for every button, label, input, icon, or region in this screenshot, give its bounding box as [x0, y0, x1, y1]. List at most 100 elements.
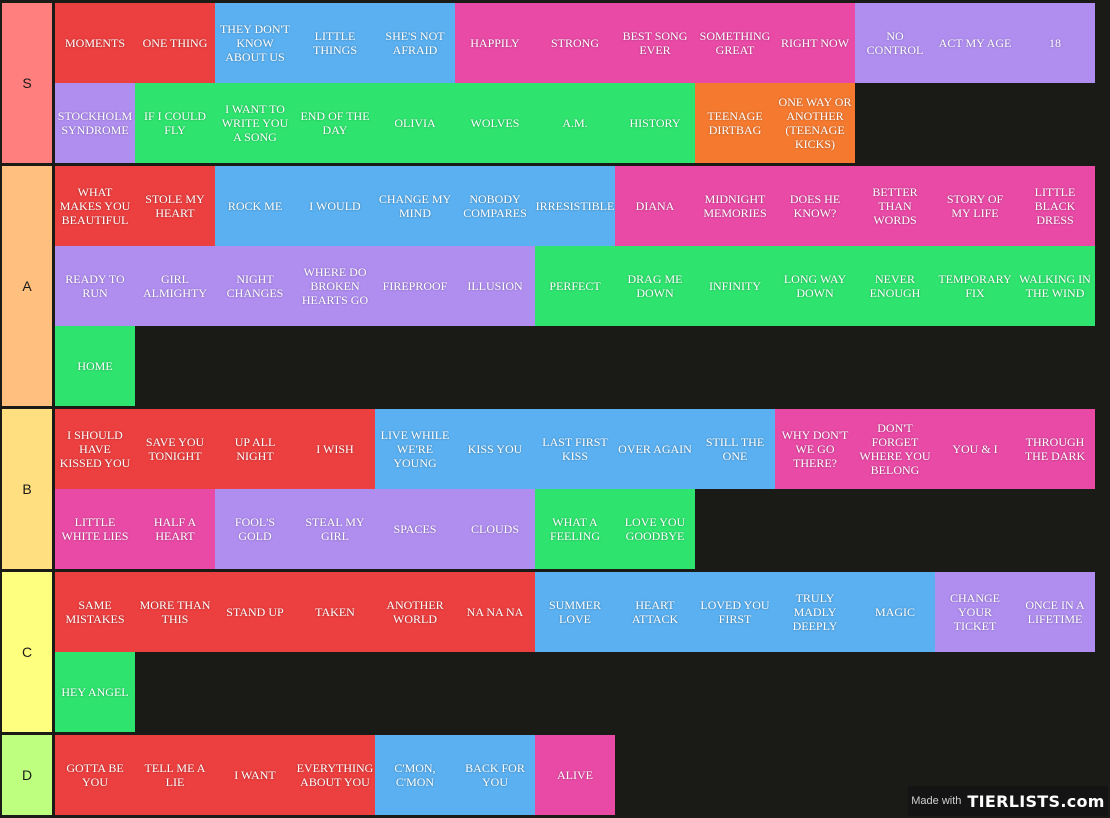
tier-item-card[interactable]: TEMPORARY FIX [935, 246, 1015, 326]
tier-label-d[interactable]: D [2, 735, 52, 815]
tier-item-card[interactable]: LITTLE THINGS [295, 3, 375, 83]
tier-item-card[interactable]: NOBODY COMPARES [455, 166, 535, 246]
tier-item-card[interactable]: INFINITY [695, 246, 775, 326]
tier-item-card[interactable]: SAVE YOU TONIGHT [135, 409, 215, 489]
tier-item-card[interactable]: FIREPROOF [375, 246, 455, 326]
tier-label-b[interactable]: B [2, 409, 52, 569]
tier-item-card[interactable]: ANOTHER WORLD [375, 572, 455, 652]
tier-item-card[interactable]: STAND UP [215, 572, 295, 652]
tier-item-card[interactable]: SOMETHING GREAT [695, 3, 775, 83]
tier-item-card[interactable]: I WISH [295, 409, 375, 489]
tier-item-card[interactable]: HISTORY [615, 83, 695, 163]
tier-item-card[interactable]: EVERYTHING ABOUT YOU [295, 735, 375, 815]
tier-item-card[interactable]: CHANGE YOUR TICKET [935, 572, 1015, 652]
tier-item-card[interactable]: WHAT A FEELING [535, 489, 615, 569]
tier-item-card[interactable]: LAST FIRST KISS [535, 409, 615, 489]
tier-item-card[interactable]: I WOULD [295, 166, 375, 246]
tier-item-card[interactable]: 18 [1015, 3, 1095, 83]
tier-item-card[interactable]: IRRESISTIBLE [535, 166, 615, 246]
tier-item-card[interactable]: HALF A HEART [135, 489, 215, 569]
tier-item-card[interactable]: TEENAGE DIRTBAG [695, 83, 775, 163]
tier-item-card[interactable]: GOTTA BE YOU [55, 735, 135, 815]
tier-item-card[interactable]: MIDNIGHT MEMORIES [695, 166, 775, 246]
tier-item-card[interactable]: STRONG [535, 3, 615, 83]
tier-item-card[interactable]: TRULY MADLY DEEPLY [775, 572, 855, 652]
tier-item-card[interactable]: MOMENTS [55, 3, 135, 83]
tier-item-card[interactable]: OVER AGAIN [615, 409, 695, 489]
tier-label-c[interactable]: C [2, 572, 52, 732]
tier-item-card[interactable]: HEY ANGEL [55, 652, 135, 732]
tier-item-card[interactable]: LOVED YOU FIRST [695, 572, 775, 652]
tier-item-card[interactable]: WALKING IN THE WIND [1015, 246, 1095, 326]
tier-items-a[interactable]: WHAT MAKES YOU BEAUTIFUL STOLE MY HEART RO… [55, 166, 1095, 406]
tier-items-c[interactable]: SAME MISTAKES MORE THAN THIS STAND UP TAKEN… [55, 572, 1095, 732]
tier-item-card[interactable]: RIGHT NOW [775, 3, 855, 83]
tier-item-card[interactable]: ILLUSION [455, 246, 535, 326]
tier-item-card[interactable]: YOU & I [935, 409, 1015, 489]
tier-item-card[interactable]: FOOL'S GOLD [215, 489, 295, 569]
tier-items-b[interactable]: I SHOULD HAVE KISSED YOU SAVE YOU TONIGHT… [55, 409, 1095, 569]
tier-item-card[interactable]: MAGIC [855, 572, 935, 652]
tier-item-card[interactable]: DIANA [615, 166, 695, 246]
tier-item-card[interactable]: PERFECT [535, 246, 615, 326]
tier-item-card[interactable]: THROUGH THE DARK [1015, 409, 1095, 489]
tier-item-card[interactable]: READY TO RUN [55, 246, 135, 326]
tier-item-card[interactable]: GIRL ALMIGHTY [135, 246, 215, 326]
tier-item-card[interactable]: UP ALL NIGHT [215, 409, 295, 489]
tier-item-card[interactable]: STOLE MY HEART [135, 166, 215, 246]
tierlists-watermark[interactable]: Made with TIERLISTS.com [908, 786, 1108, 816]
tier-item-card[interactable]: BACK FOR YOU [455, 735, 535, 815]
tier-item-card[interactable]: SAME MISTAKES [55, 572, 135, 652]
tier-item-card[interactable]: SPACES [375, 489, 455, 569]
tier-item-card[interactable]: ONE THING [135, 3, 215, 83]
tier-item-card[interactable]: KISS YOU [455, 409, 535, 489]
tier-item-card[interactable]: LIVE WHILE WE'RE YOUNG [375, 409, 455, 489]
tier-item-card[interactable]: C'MON, C'MON [375, 735, 455, 815]
tier-item-card[interactable]: HEART ATTACK [615, 572, 695, 652]
tier-item-card[interactable]: ACT MY AGE [935, 3, 1015, 83]
tier-item-card[interactable]: LITTLE WHITE LIES [55, 489, 135, 569]
tier-item-card[interactable]: A.M. [535, 83, 615, 163]
tier-item-card[interactable]: STORY OF MY LIFE [935, 166, 1015, 246]
tier-item-card[interactable]: ONCE IN A LIFETIME [1015, 572, 1095, 652]
tier-item-card[interactable]: CHANGE MY MIND [375, 166, 455, 246]
tier-item-card[interactable]: WHERE DO BROKEN HEARTS GO [295, 246, 375, 326]
tier-item-card[interactable]: SHE'S NOT AFRAID [375, 3, 455, 83]
tier-item-card[interactable]: HOME [55, 326, 135, 406]
tier-item-card[interactable]: LOVE YOU GOODBYE [615, 489, 695, 569]
tier-item-card[interactable]: NO CONTROL [855, 3, 935, 83]
tier-items-s[interactable]: MOMENTS ONE THING THEY DON'T KNOW ABOUT US… [55, 3, 1095, 163]
tier-item-card[interactable]: OLIVIA [375, 83, 455, 163]
tier-item-card[interactable]: HAPPILY [455, 3, 535, 83]
tier-label-s[interactable]: S [2, 3, 52, 163]
tier-item-card[interactable]: BETTER THAN WORDS [855, 166, 935, 246]
tier-item-card[interactable]: LITTLE BLACK DRESS [1015, 166, 1095, 246]
tier-item-card[interactable]: DOES HE KNOW? [775, 166, 855, 246]
tier-label-a[interactable]: A [2, 166, 52, 406]
tier-item-card[interactable]: I SHOULD HAVE KISSED YOU [55, 409, 135, 489]
tier-item-card[interactable]: DON'T FORGET WHERE YOU BELONG [855, 409, 935, 489]
tier-item-card[interactable]: NEVER ENOUGH [855, 246, 935, 326]
tier-item-card[interactable]: LONG WAY DOWN [775, 246, 855, 326]
tier-item-card[interactable]: ALIVE [535, 735, 615, 815]
tier-items-d[interactable]: GOTTA BE YOU TELL ME A LIE I WANT EVERYTHIN… [55, 735, 1095, 815]
tier-item-card[interactable]: STILL THE ONE [695, 409, 775, 489]
tier-item-card[interactable]: IF I COULD FLY [135, 83, 215, 163]
tier-item-card[interactable]: STOCKHOLM SYNDROME [55, 83, 135, 163]
tier-item-card[interactable]: ONE WAY OR ANOTHER (TEENAGE KICKS) [775, 83, 855, 163]
tier-item-card[interactable]: DRAG ME DOWN [615, 246, 695, 326]
tier-item-card[interactable]: TELL ME A LIE [135, 735, 215, 815]
tier-item-card[interactable]: STEAL MY GIRL [295, 489, 375, 569]
tier-item-card[interactable]: CLOUDS [455, 489, 535, 569]
tier-item-card[interactable]: WHAT MAKES YOU BEAUTIFUL [55, 166, 135, 246]
tier-item-card[interactable]: BEST SONG EVER [615, 3, 695, 83]
tier-item-card[interactable]: MORE THAN THIS [135, 572, 215, 652]
tier-item-card[interactable]: I WANT TO WRITE YOU A SONG [215, 83, 295, 163]
tier-item-card[interactable]: THEY DON'T KNOW ABOUT US [215, 3, 295, 83]
tier-item-card[interactable]: WOLVES [455, 83, 535, 163]
tier-item-card[interactable]: NIGHT CHANGES [215, 246, 295, 326]
tier-item-card[interactable]: WHY DON'T WE GO THERE? [775, 409, 855, 489]
tier-item-card[interactable]: I WANT [215, 735, 295, 815]
tier-item-card[interactable]: ROCK ME [215, 166, 295, 246]
tier-item-card[interactable]: NA NA NA [455, 572, 535, 652]
